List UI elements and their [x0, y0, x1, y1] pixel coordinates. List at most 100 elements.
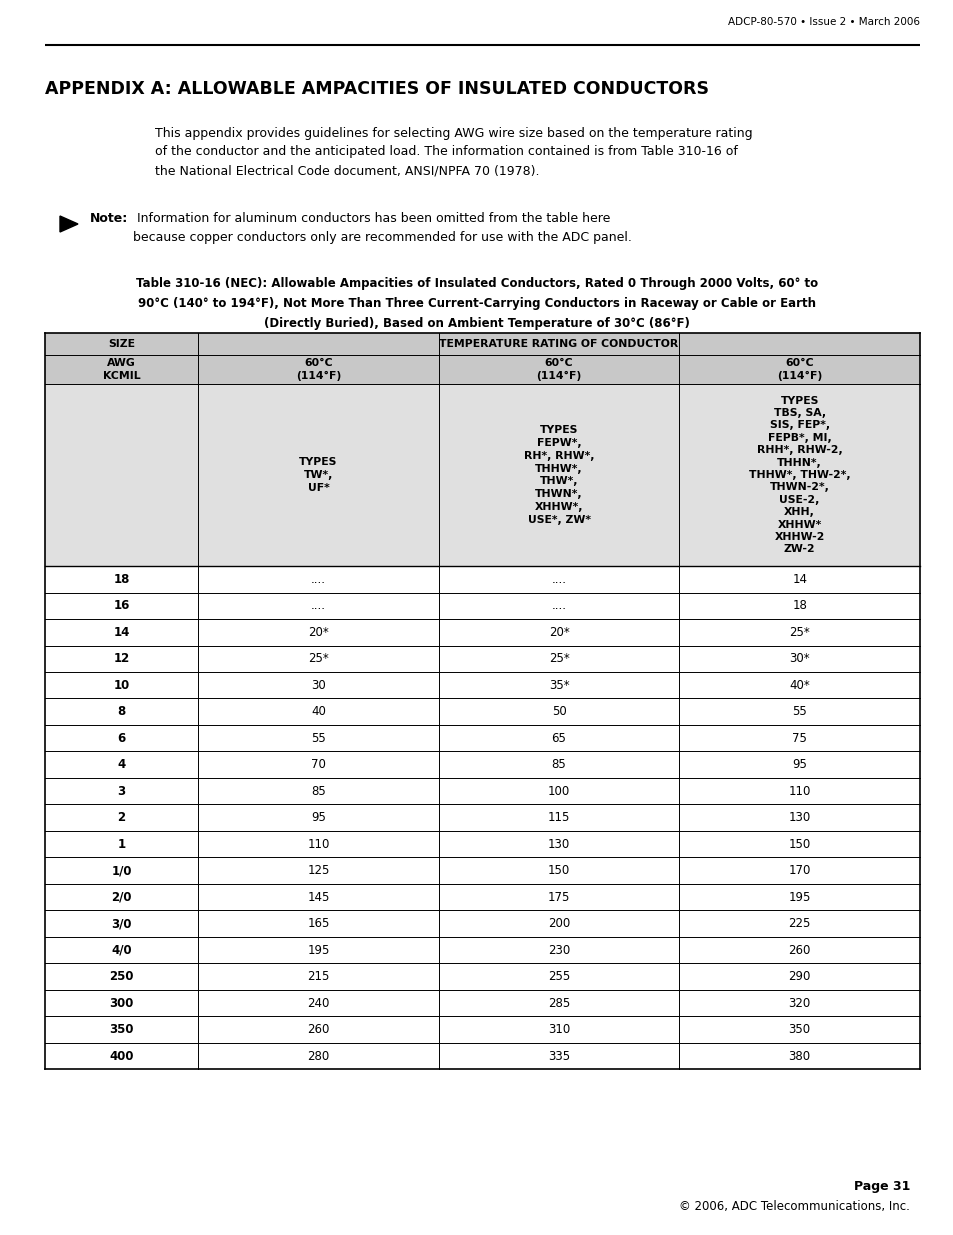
- Text: 2: 2: [117, 811, 126, 824]
- Text: 285: 285: [547, 997, 570, 1010]
- Text: 60°C
(114°F): 60°C (114°F): [777, 358, 821, 380]
- Text: 130: 130: [547, 837, 570, 851]
- Bar: [45, 778, 919, 804]
- Text: 335: 335: [547, 1050, 570, 1063]
- Bar: [45, 672, 919, 699]
- Text: 400: 400: [110, 1050, 133, 1063]
- Text: SIZE: SIZE: [108, 338, 135, 348]
- Text: 290: 290: [788, 971, 810, 983]
- Text: 1: 1: [117, 837, 126, 851]
- Text: (Directly Buried), Based on Ambient Temperature of 30°C (86°F): (Directly Buried), Based on Ambient Temp…: [264, 317, 689, 330]
- Bar: [45, 910, 919, 937]
- Text: 95: 95: [791, 758, 806, 771]
- Text: 18: 18: [791, 599, 806, 613]
- Text: Note:: Note:: [90, 212, 128, 225]
- Text: 260: 260: [307, 1024, 330, 1036]
- Text: 170: 170: [788, 864, 810, 877]
- Text: 3: 3: [117, 784, 126, 798]
- Text: 50: 50: [551, 705, 566, 719]
- Text: 55: 55: [792, 705, 806, 719]
- Bar: [45, 354, 919, 384]
- Text: 350: 350: [110, 1024, 133, 1036]
- Text: AWG
KCMIL: AWG KCMIL: [103, 358, 140, 380]
- Text: TYPES
FEPW*,
RH*, RHW*,
THHW*,
THW*,
THWN*,
XHHW*,
USE*, ZW*: TYPES FEPW*, RH*, RHW*, THHW*, THW*, THW…: [523, 425, 594, 525]
- Text: 6: 6: [117, 732, 126, 745]
- Text: 3/0: 3/0: [112, 918, 132, 930]
- Bar: [45, 831, 919, 857]
- Text: 200: 200: [547, 918, 570, 930]
- Text: 225: 225: [788, 918, 810, 930]
- Text: 65: 65: [551, 732, 566, 745]
- Text: 60°C
(114°F): 60°C (114°F): [295, 358, 341, 380]
- Text: 85: 85: [311, 784, 326, 798]
- Bar: [45, 804, 919, 831]
- Text: 115: 115: [547, 811, 570, 824]
- Text: 10: 10: [113, 679, 130, 692]
- Text: 310: 310: [547, 1024, 570, 1036]
- Text: 12: 12: [113, 652, 130, 666]
- Text: 30: 30: [311, 679, 326, 692]
- Text: 20*: 20*: [548, 626, 569, 638]
- Text: 175: 175: [547, 890, 570, 904]
- Text: 250: 250: [110, 971, 133, 983]
- Bar: [45, 857, 919, 884]
- Text: 40: 40: [311, 705, 326, 719]
- Bar: [45, 937, 919, 963]
- Text: TEMPERATURE RATING OF CONDUCTOR: TEMPERATURE RATING OF CONDUCTOR: [439, 338, 678, 348]
- Text: Information for aluminum conductors has been omitted from the table here
because: Information for aluminum conductors has …: [132, 212, 631, 243]
- Bar: [45, 752, 919, 778]
- Bar: [45, 990, 919, 1016]
- Text: Page 31: Page 31: [853, 1179, 909, 1193]
- Text: 18: 18: [113, 573, 130, 585]
- Text: 125: 125: [307, 864, 330, 877]
- Bar: [45, 1044, 919, 1070]
- Text: 25*: 25*: [548, 652, 569, 666]
- Text: 300: 300: [110, 997, 133, 1010]
- Text: 215: 215: [307, 971, 330, 983]
- Text: 195: 195: [788, 890, 810, 904]
- Text: 150: 150: [547, 864, 570, 877]
- Text: 40*: 40*: [788, 679, 809, 692]
- Text: Table 310-16 (NEC): Allowable Ampacities of Insulated Conductors, Rated 0 Throug: Table 310-16 (NEC): Allowable Ampacities…: [135, 277, 818, 290]
- Text: 75: 75: [791, 732, 806, 745]
- Bar: [45, 646, 919, 672]
- Text: 260: 260: [788, 944, 810, 957]
- Text: 130: 130: [788, 811, 810, 824]
- Text: 4: 4: [117, 758, 126, 771]
- Text: 14: 14: [113, 626, 130, 638]
- Text: 255: 255: [547, 971, 570, 983]
- Text: ....: ....: [311, 599, 326, 613]
- Text: 55: 55: [311, 732, 326, 745]
- Text: ....: ....: [311, 573, 326, 585]
- Text: 145: 145: [307, 890, 330, 904]
- Text: 195: 195: [307, 944, 330, 957]
- Text: This appendix provides guidelines for selecting AWG wire size based on the tempe: This appendix provides guidelines for se…: [154, 127, 752, 177]
- Text: 350: 350: [788, 1024, 810, 1036]
- Bar: [45, 566, 919, 593]
- Text: 60°C
(114°F): 60°C (114°F): [536, 358, 581, 380]
- Text: 100: 100: [547, 784, 570, 798]
- Text: 16: 16: [113, 599, 130, 613]
- Text: 150: 150: [788, 837, 810, 851]
- Bar: [45, 593, 919, 619]
- Text: © 2006, ADC Telecommunications, Inc.: © 2006, ADC Telecommunications, Inc.: [679, 1200, 909, 1213]
- Bar: [45, 884, 919, 910]
- Bar: [45, 333, 919, 354]
- Bar: [45, 963, 919, 990]
- Bar: [45, 1016, 919, 1044]
- Text: 14: 14: [791, 573, 806, 585]
- Text: 380: 380: [788, 1050, 810, 1063]
- Text: TYPES
TBS, SA,
SIS, FEP*,
FEPB*, MI,
RHH*, RHW-2,
THHN*,
THHW*, THW-2*,
THWN-2*,: TYPES TBS, SA, SIS, FEP*, FEPB*, MI, RHH…: [748, 395, 850, 555]
- Text: 110: 110: [307, 837, 330, 851]
- Text: 165: 165: [307, 918, 330, 930]
- Text: 70: 70: [311, 758, 326, 771]
- Text: 1/0: 1/0: [112, 864, 132, 877]
- Bar: [45, 384, 919, 566]
- Text: 240: 240: [307, 997, 330, 1010]
- Text: 85: 85: [551, 758, 566, 771]
- Text: 90°C (140° to 194°F), Not More Than Three Current-Carrying Conductors in Raceway: 90°C (140° to 194°F), Not More Than Thre…: [138, 296, 815, 310]
- Text: 25*: 25*: [308, 652, 329, 666]
- Text: APPENDIX A: ALLOWABLE AMPACITIES OF INSULATED CONDUCTORS: APPENDIX A: ALLOWABLE AMPACITIES OF INSU…: [45, 80, 708, 98]
- Text: ADCP-80-570 • Issue 2 • March 2006: ADCP-80-570 • Issue 2 • March 2006: [727, 17, 919, 27]
- Text: 35*: 35*: [548, 679, 569, 692]
